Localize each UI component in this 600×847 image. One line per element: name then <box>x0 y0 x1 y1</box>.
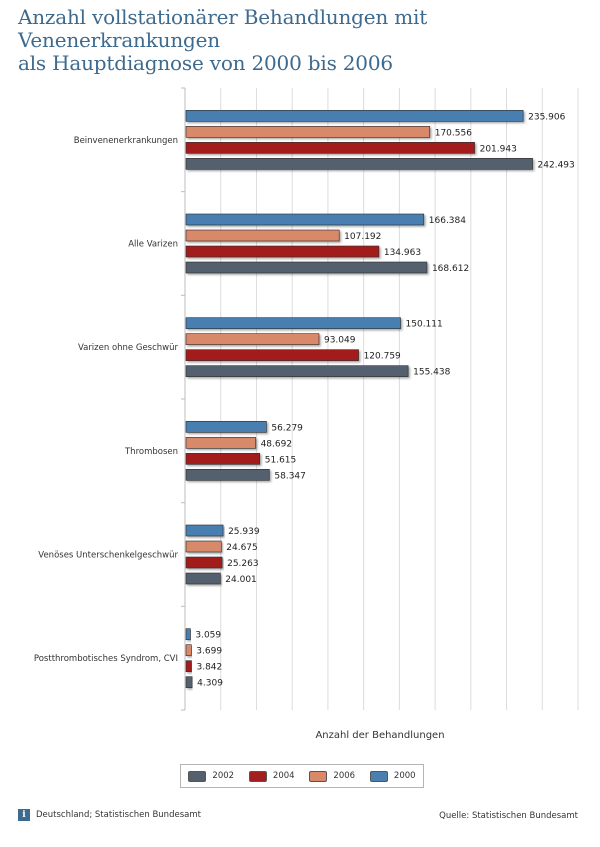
data-label: 3.059 <box>195 631 221 641</box>
legend-swatch <box>248 770 267 782</box>
data-label: 235.906 <box>528 112 565 122</box>
data-label: 120.759 <box>364 352 401 362</box>
category-label: Varizen ohne Geschwür <box>78 343 179 353</box>
data-label: 3.699 <box>196 647 222 657</box>
legend-label: 2000 <box>393 771 416 781</box>
data-label: 168.612 <box>432 264 469 274</box>
category-labels: Beinvenenerkrankungen Alle Varizen Varizen… <box>34 136 179 664</box>
footer-source-right: Quelle: Statistischen Bundesamt <box>439 811 578 821</box>
bar-2002[interactable] <box>185 572 221 585</box>
data-label: 170.556 <box>435 128 472 138</box>
category-label: Postthrombotisches Syndrom, CVI <box>34 654 178 664</box>
data-label: 25.263 <box>227 559 259 569</box>
bar-2004[interactable] <box>185 349 359 361</box>
data-label: 134.963 <box>384 248 421 258</box>
data-label: 48.692 <box>261 439 293 449</box>
data-label: 166.384 <box>429 216 466 226</box>
data-label: 58.347 <box>274 471 306 481</box>
bar-2000[interactable] <box>185 213 425 226</box>
legend-label: 2002 <box>212 771 235 781</box>
bar-chart: 235.906 170.556 201.943 242.493 166.384 107.1… <box>34 87 579 741</box>
bar-2000[interactable] <box>185 110 524 122</box>
data-label: 155.438 <box>413 368 450 378</box>
bar-2000[interactable] <box>185 421 267 433</box>
data-labels: 235.906 170.556 201.943 242.493 166.384 107.1… <box>195 112 574 688</box>
data-label: 242.493 <box>538 160 575 170</box>
bar-2004[interactable] <box>185 556 223 569</box>
bar-2002[interactable] <box>185 469 270 481</box>
bar-2004[interactable] <box>185 245 380 258</box>
footer-region-text: Deutschland; Statistischen Bundesamt <box>36 810 201 820</box>
data-label: 150.111 <box>406 320 443 330</box>
data-label: 56.279 <box>271 423 303 433</box>
data-label: 24.675 <box>226 543 258 553</box>
data-label: 4.309 <box>197 679 223 689</box>
bar-2000[interactable] <box>185 524 224 537</box>
title-line-1: Anzahl vollstationärer Behandlungen mit … <box>18 5 428 52</box>
data-label: 201.943 <box>480 144 517 154</box>
gridlines <box>220 88 579 710</box>
info-icon[interactable]: i <box>18 809 30 821</box>
chart-title: Anzahl vollstationärer Behandlungen mit … <box>18 6 588 75</box>
legend-swatch <box>188 770 207 782</box>
data-label: 25.939 <box>228 527 260 537</box>
bar-2002[interactable] <box>185 261 428 274</box>
bar-2006[interactable] <box>185 437 256 449</box>
y-axis <box>181 87 186 711</box>
footer-source-left: i Deutschland; Statistischen Bundesamt <box>18 809 201 821</box>
legend-item-2004[interactable]: 2004 <box>248 770 295 782</box>
bars <box>185 110 533 688</box>
title-line-2: als Hauptdiagnose von 2000 bis 2006 <box>18 51 393 75</box>
data-label: 51.615 <box>265 455 297 465</box>
legend-label: 2006 <box>333 771 356 781</box>
legend-swatch <box>369 770 388 782</box>
bar-2000[interactable] <box>185 628 191 640</box>
category-label: Thrombosen <box>124 447 178 457</box>
bar-2004[interactable] <box>185 660 192 672</box>
bar-2000[interactable] <box>185 317 401 329</box>
category-label: Alle Varizen <box>128 240 178 250</box>
data-label: 93.049 <box>324 336 356 346</box>
legend-label: 2004 <box>272 771 295 781</box>
legend-swatch <box>309 770 328 782</box>
bar-2006[interactable] <box>185 644 192 656</box>
data-label: 3.842 <box>196 663 222 673</box>
bar-2006[interactable] <box>185 229 340 242</box>
bar-2004[interactable] <box>185 142 475 154</box>
data-label: 107.192 <box>344 232 381 242</box>
category-label: Venöses Unterschenkelgeschwür <box>38 551 178 561</box>
legend-item-2002[interactable]: 2002 <box>188 770 235 782</box>
bar-2002[interactable] <box>185 365 409 377</box>
bar-2006[interactable] <box>185 126 431 138</box>
bar-2002[interactable] <box>185 158 533 170</box>
data-label: 24.001 <box>225 575 257 585</box>
bar-2002[interactable] <box>185 676 193 688</box>
bar-2006[interactable] <box>185 333 320 345</box>
legend-item-2000[interactable]: 2000 <box>369 770 416 782</box>
chart-legend: 2002 2004 2006 2000 <box>180 764 424 788</box>
bar-2004[interactable] <box>185 453 261 465</box>
bar-2006[interactable] <box>185 540 222 553</box>
category-label: Beinvenenerkrankungen <box>74 136 178 146</box>
legend-item-2006[interactable]: 2006 <box>309 770 356 782</box>
x-axis-title: Anzahl der Behandlungen <box>315 730 444 741</box>
